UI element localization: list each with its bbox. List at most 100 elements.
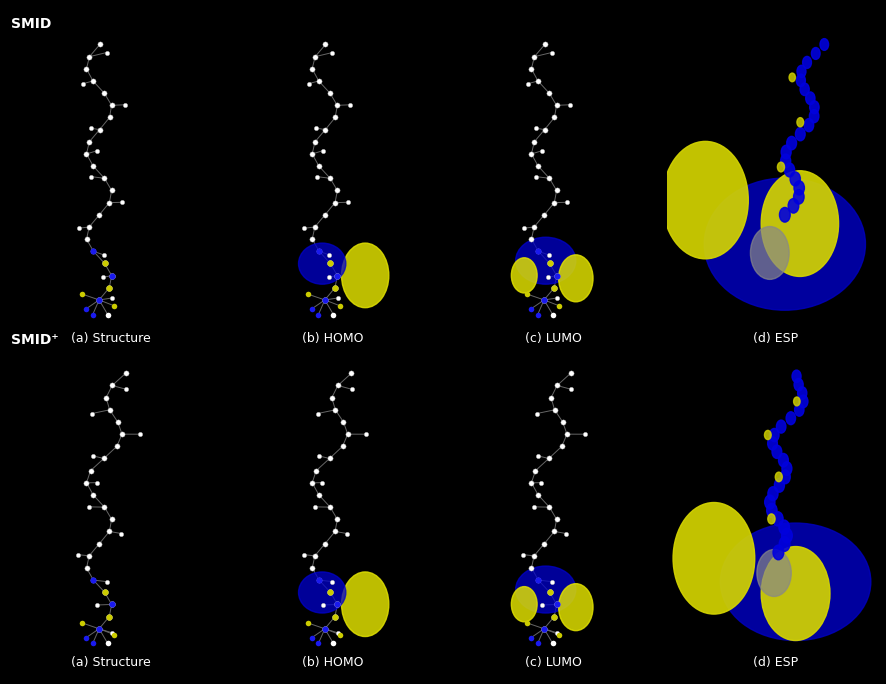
Circle shape [820,38,828,51]
Point [105,270,119,281]
Point [578,429,592,440]
Point [315,600,330,611]
Point [102,282,116,293]
Circle shape [765,430,771,440]
Point [341,197,355,208]
Point [529,171,543,182]
Point [311,309,325,320]
Point [549,599,563,610]
Point [530,408,544,419]
Circle shape [663,142,749,259]
Point [97,587,112,598]
Point [102,282,116,293]
Circle shape [797,386,807,399]
Point [328,197,342,208]
Circle shape [794,181,804,195]
Point [336,440,350,451]
Point [537,538,551,549]
Point [86,575,100,586]
Point [97,453,111,464]
Point [86,246,100,256]
Point [340,528,354,539]
Point [542,587,556,598]
Point [548,404,562,415]
Point [305,303,319,314]
Point [538,124,552,135]
Point [549,599,563,610]
Point [548,197,562,208]
Text: (c) LUMO: (c) LUMO [525,656,582,669]
Point [318,39,332,50]
Point [312,490,326,501]
Point [318,623,332,634]
Point [71,549,85,560]
Point [102,611,116,622]
Point [82,551,97,562]
Point [532,246,546,256]
Point [86,75,100,86]
Point [542,258,556,269]
Point [323,587,338,598]
Point [541,272,556,282]
Point [537,294,551,305]
Point [82,501,97,512]
Point [542,258,556,269]
Point [307,222,322,233]
Point [563,99,577,110]
Point [525,477,539,488]
Point [115,197,129,208]
Point [312,75,326,86]
Point [326,638,340,649]
Point [560,429,574,440]
Text: (d) ESP: (d) ESP [753,656,797,669]
Point [80,562,94,573]
Point [83,465,97,476]
Point [86,638,100,649]
Point [97,258,112,269]
Text: (b) HOMO: (b) HOMO [301,332,363,345]
Point [83,122,97,133]
Ellipse shape [704,178,866,311]
Circle shape [765,495,775,509]
Point [119,368,133,379]
Point [328,282,342,293]
Point [105,599,119,610]
Circle shape [777,162,784,172]
Point [323,258,338,269]
Point [323,250,337,261]
Circle shape [804,118,813,132]
Point [340,429,354,440]
Point [99,576,113,587]
Point [305,477,319,488]
Point [534,477,548,488]
Circle shape [780,207,790,222]
Point [563,368,578,379]
Point [103,112,117,123]
Circle shape [803,56,812,68]
Point [535,600,549,611]
Point [301,78,315,89]
Circle shape [775,472,782,482]
Point [548,282,562,293]
Point [525,234,539,245]
Point [315,477,330,488]
Point [330,270,345,281]
Point [86,490,100,501]
Point [101,638,115,649]
Point [560,197,574,208]
Point [310,171,324,182]
Point [82,222,97,233]
Point [330,380,345,391]
Point [318,623,332,634]
Point [322,272,336,282]
Point [74,289,89,300]
Point [532,451,546,462]
Point [537,623,551,634]
Circle shape [792,370,801,382]
Point [525,303,539,314]
Point [328,526,342,537]
Point [85,408,99,419]
Circle shape [779,537,790,551]
Circle shape [511,587,537,622]
Point [548,282,562,293]
